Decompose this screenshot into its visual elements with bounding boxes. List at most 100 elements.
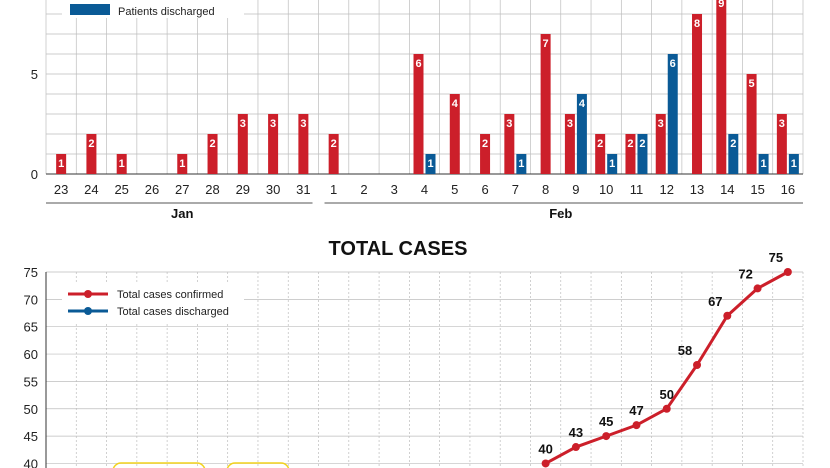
data-point: [693, 360, 702, 369]
data-point: [723, 311, 732, 320]
bar-confirmed: [413, 54, 424, 174]
x-tick-label: 10: [599, 182, 613, 197]
bar-discharged: [425, 154, 436, 174]
bar-value-label: 2: [88, 138, 94, 150]
x-tick-label: 9: [572, 182, 579, 197]
bar-value-label: 9: [718, 0, 724, 10]
bar-confirmed: [86, 134, 97, 174]
legend-marker-discharged: [84, 307, 92, 315]
total-cases-line-chart: 40 45 50 55 60 65 70 75 40 43 45 47 50 58 67 72 75 Total …: [24, 250, 804, 468]
bar-confirmed: [540, 34, 551, 174]
bar-confirmed: [56, 154, 67, 174]
bar-discharged: [516, 154, 527, 174]
bar-value-label: 1: [119, 158, 125, 170]
y-tick-label: 5: [31, 67, 38, 82]
legend-swatch-discharged: [70, 4, 110, 15]
bar-confirmed: [655, 114, 666, 174]
bar-discharged: [728, 134, 739, 174]
data-point: [602, 432, 611, 441]
data-label: 75: [769, 250, 783, 265]
bar-confirmed: [298, 114, 309, 174]
x-tick-label: 12: [660, 182, 674, 197]
bar-confirmed: [595, 134, 606, 174]
bar-value-label: 6: [415, 58, 421, 70]
bar-value-label: 4: [579, 98, 586, 110]
bar-value-label: 2: [209, 138, 215, 150]
bar-value-label: 2: [639, 138, 645, 150]
x-tick-label: 23: [54, 182, 68, 197]
data-point: [632, 421, 641, 430]
bar-confirmed: [625, 134, 636, 174]
month-label: Jan: [171, 206, 193, 221]
y-tick-label: 75: [24, 265, 38, 280]
data-label: 50: [660, 387, 674, 402]
data-label: 72: [738, 266, 752, 281]
x-tick-label: 15: [750, 182, 764, 197]
month-label: Feb: [549, 206, 572, 221]
chart-title: TOTAL CASES: [329, 238, 468, 260]
x-tick-label: 31: [296, 182, 310, 197]
bar-value-label: 3: [270, 118, 276, 130]
legend-marker-confirmed: [84, 290, 92, 298]
bar-confirmed: [207, 134, 218, 174]
bar-value-label: 3: [300, 118, 306, 130]
bar-value-label: 1: [518, 158, 524, 170]
bar-value-label: 4: [452, 98, 459, 110]
bar-value-label: 3: [779, 118, 785, 130]
bar-value-label: 1: [791, 158, 797, 170]
bar-confirmed: [692, 14, 703, 174]
bar-confirmed: [716, 0, 727, 174]
x-tick-label: 28: [205, 182, 219, 197]
bar-value-label: 2: [597, 138, 603, 150]
legend-label: Patients discharged: [118, 6, 215, 18]
bar-confirmed: [449, 94, 460, 174]
bar-confirmed: [504, 114, 515, 174]
x-tick-label: 1: [330, 182, 337, 197]
x-tick-label: 26: [145, 182, 159, 197]
x-tick-label: 7: [512, 182, 519, 197]
x-tick-label: 30: [266, 182, 280, 197]
bar-discharged: [667, 54, 678, 174]
bar-value-label: 1: [427, 158, 433, 170]
bar-value-label: 1: [58, 158, 64, 170]
bar-confirmed: [564, 114, 575, 174]
bar-value-label: 3: [240, 118, 246, 130]
legend-label: Total cases confirmed: [117, 289, 223, 301]
y-tick-label: 45: [24, 429, 38, 444]
bar-confirmed: [776, 114, 787, 174]
y-tick-label: 50: [24, 402, 38, 417]
bar-discharged: [576, 94, 587, 174]
bar-discharged: [607, 154, 618, 174]
x-tick-label: 25: [114, 182, 128, 197]
bar-value-label: 8: [694, 18, 700, 30]
data-label: 45: [599, 414, 613, 429]
y-tick-label: 70: [24, 292, 38, 307]
x-tick-label: 3: [391, 182, 398, 197]
data-point: [753, 284, 762, 293]
data-label: 43: [569, 425, 583, 440]
bar-value-label: 7: [543, 38, 549, 50]
x-tick-label: 5: [451, 182, 458, 197]
bar-value-label: 1: [609, 158, 615, 170]
bar-value-label: 1: [761, 158, 767, 170]
data-point: [783, 268, 792, 276]
data-label: 40: [538, 441, 552, 456]
highlight-box: [112, 462, 206, 468]
y-tick-label: 0: [31, 167, 38, 182]
data-point: [541, 459, 550, 468]
x-tick-label: 27: [175, 182, 189, 197]
x-tick-label: 11: [630, 182, 644, 197]
x-tick-label: 24: [84, 182, 98, 197]
bar-confirmed: [268, 114, 279, 174]
bar-value-label: 2: [482, 138, 488, 150]
bar-value-label: 2: [730, 138, 736, 150]
bar-value-label: 1: [179, 158, 185, 170]
bar-value-label: 2: [331, 138, 337, 150]
x-tick-label: 16: [781, 182, 795, 197]
x-tick-label: 14: [720, 182, 734, 197]
data-point: [662, 404, 671, 413]
data-label: 67: [708, 294, 722, 309]
